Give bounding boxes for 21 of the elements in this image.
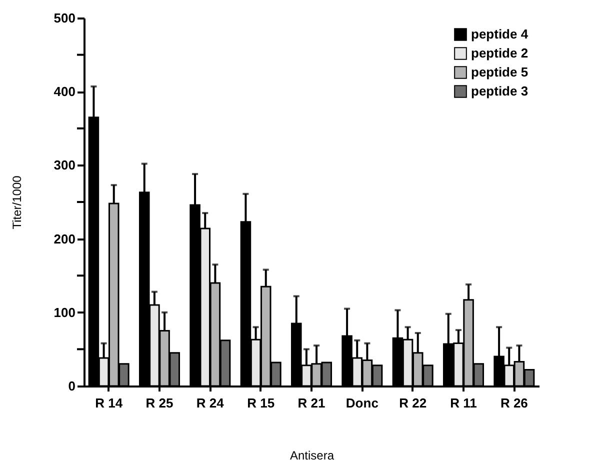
legend-label: peptide 2	[471, 46, 528, 60]
y-tick-label: 300	[54, 158, 76, 173]
x-tick-label: R 15	[247, 396, 275, 410]
x-tick-label: R 26	[500, 396, 528, 410]
y-tick-label: 0	[68, 378, 76, 394]
y-tick-label: 100	[54, 304, 76, 320]
y-tick-label: 500	[54, 10, 76, 26]
x-tick-label: Donc	[346, 396, 378, 410]
x-tick-label: R 21	[298, 396, 326, 410]
x-tick-label: R 22	[399, 396, 427, 410]
y-axis-title: Titer/1000	[10, 175, 24, 230]
x-tick-label: R 14	[95, 396, 124, 410]
x-axis-title: Antisera	[290, 448, 334, 462]
y-tick-label: 200	[54, 231, 76, 246]
legend-label: peptide 4	[471, 26, 529, 42]
legend-label: peptide 5	[471, 64, 528, 80]
x-tick-label: R 25	[146, 396, 174, 410]
x-tick-label: R 24	[196, 396, 225, 410]
y-tick-label: 400	[54, 84, 76, 100]
legend-label: peptide 3	[471, 84, 528, 98]
x-tick-label: R 11	[450, 396, 477, 410]
